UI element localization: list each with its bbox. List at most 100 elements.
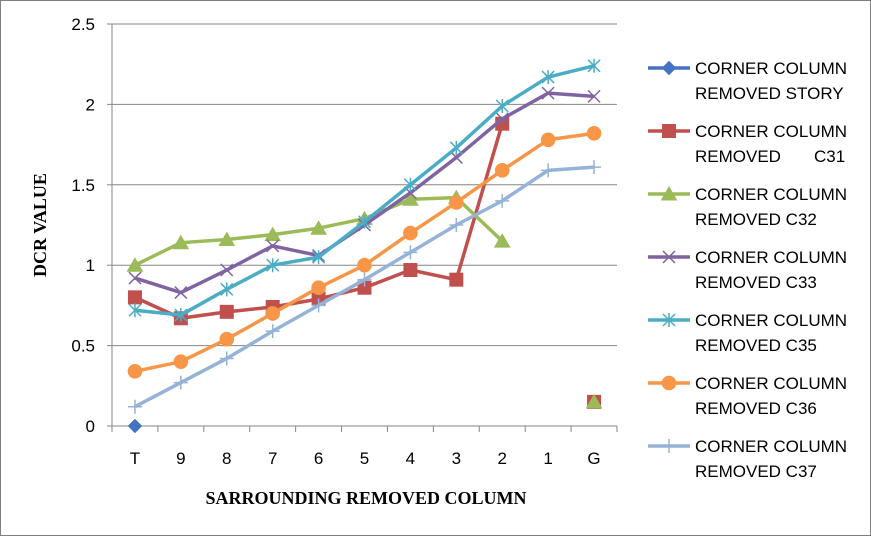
x-tick-label: 2	[497, 449, 506, 468]
legend-label: REMOVED C37	[695, 462, 817, 481]
legend-swatch-marker	[662, 250, 676, 264]
y-tick-label: 2.5	[71, 15, 95, 34]
legend-swatch-marker	[662, 439, 676, 453]
data-point	[220, 263, 234, 277]
data-point	[128, 303, 142, 318]
data-point	[495, 99, 509, 114]
legend-swatch-marker	[662, 313, 676, 327]
data-point	[587, 160, 602, 175]
data-point	[127, 364, 143, 379]
data-point	[357, 214, 372, 229]
x-axis-title: SARROUNDING REMOVED COLUMN	[205, 488, 526, 508]
y-tick-labels: 0 0.5 1 1.5 2 2.5	[71, 15, 95, 436]
x-tick-label: 8	[222, 449, 231, 468]
legend-label: CORNER COLUMN	[695, 122, 847, 141]
x-tick-label: 5	[360, 449, 369, 468]
axes	[107, 23, 618, 432]
x-tick-label: G	[587, 449, 600, 468]
legend-label: REMOVED C31	[695, 147, 845, 166]
legend-label: REMOVED C32	[695, 210, 817, 229]
legend-label: REMOVED C35	[695, 336, 817, 355]
x-tick-label: T	[130, 449, 140, 468]
series-0	[127, 418, 143, 434]
legend-label: CORNER COLUMN	[695, 374, 847, 393]
series-line	[134, 131, 595, 374]
data-point	[449, 195, 464, 210]
data-point	[312, 250, 326, 265]
data-point	[220, 282, 234, 297]
x-tick-label: 6	[314, 449, 323, 468]
x-tick-label: 3	[452, 449, 461, 468]
legend-swatch-marker	[660, 185, 678, 201]
data-point	[127, 290, 142, 305]
data-point	[357, 272, 372, 287]
data-point	[127, 418, 143, 434]
legend-entry-6: CORNER COLUMN REMOVED C37	[648, 437, 847, 481]
data-point	[495, 193, 510, 208]
data-point	[264, 226, 282, 242]
data-point	[174, 286, 188, 300]
data-point	[587, 89, 601, 103]
data-point	[586, 126, 602, 141]
legend-label: CORNER COLUMN	[695, 185, 847, 204]
y-tick-label: 2	[86, 95, 95, 114]
legend-label: CORNER COLUMN	[695, 248, 847, 267]
data-point	[403, 245, 418, 260]
legend-entry-4: CORNER COLUMN REMOVED C35	[648, 311, 847, 355]
data-point	[493, 233, 511, 248]
data-point	[219, 304, 234, 319]
x-tick-label: 1	[543, 449, 552, 468]
legend-label: REMOVED STORY	[695, 84, 844, 103]
legend-entry-2: CORNER COLUMN REMOVED C32	[648, 185, 847, 229]
data-point	[403, 177, 417, 192]
data-point	[172, 234, 190, 250]
legend: CORNER COLUMN REMOVED STORY CORNER COLUMN R…	[648, 59, 847, 481]
legend-label: CORNER COLUMN	[695, 59, 847, 78]
y-tick-label: 1.5	[71, 176, 95, 195]
legend-swatch-marker	[661, 375, 677, 391]
data-point	[540, 132, 556, 148]
data-point	[173, 375, 188, 390]
data-point	[402, 191, 419, 206]
legend-entry-0: CORNER COLUMN REMOVED STORY	[648, 59, 847, 103]
series-6	[127, 160, 602, 414]
legend-swatch-marker	[662, 124, 676, 138]
legend-entry-5: CORNER COLUMN REMOVED C36	[648, 374, 847, 418]
data-point	[219, 331, 235, 347]
legend-entry-1: CORNER COLUMN REMOVED C31	[648, 122, 847, 166]
y-tick-label: 0	[86, 417, 95, 436]
data-point	[585, 393, 603, 409]
data-point	[311, 280, 326, 296]
series-4	[128, 58, 601, 323]
x-tick-label: 9	[176, 449, 185, 468]
data-point	[266, 239, 280, 253]
legend-label: CORNER COLUMN	[695, 311, 847, 330]
data-point	[449, 218, 464, 232]
data-point	[541, 70, 555, 85]
data-point	[265, 306, 280, 321]
legend-label: CORNER COLUMN	[695, 437, 847, 456]
data-point	[541, 163, 556, 178]
y-tick-label: 0.5	[71, 337, 95, 356]
data-point	[127, 399, 142, 414]
data-point	[266, 258, 280, 273]
data-point	[403, 225, 418, 241]
legend-label: REMOVED C33	[695, 273, 817, 292]
data-point	[128, 271, 142, 285]
series-5	[127, 126, 602, 379]
y-axis-title: DCR VALUE	[30, 173, 50, 277]
data-point	[126, 257, 144, 272]
data-point	[449, 150, 463, 164]
data-point	[173, 354, 189, 369]
data-point	[219, 351, 234, 366]
data-point	[494, 163, 510, 178]
data-point	[449, 140, 463, 155]
data-point	[541, 86, 555, 100]
data-point	[174, 308, 188, 323]
data-point	[587, 58, 601, 73]
gridlines	[112, 23, 617, 347]
data-point	[403, 263, 418, 278]
data-point	[449, 272, 464, 287]
x-tick-label: 7	[268, 449, 277, 468]
